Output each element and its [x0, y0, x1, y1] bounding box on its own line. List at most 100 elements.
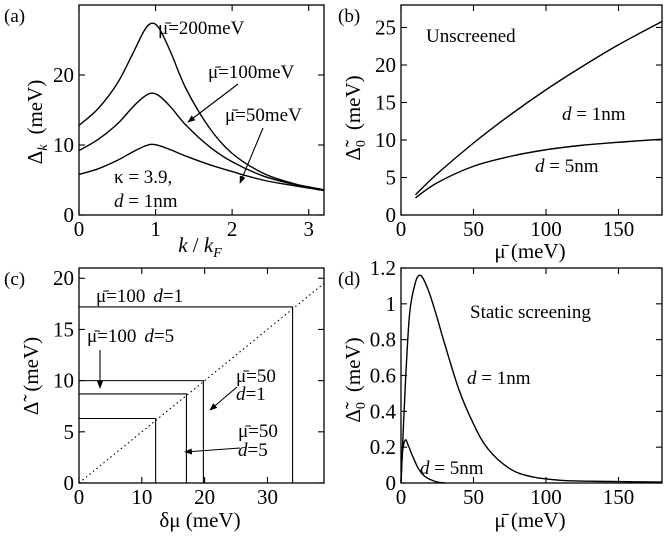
x-tick-label: 150 [603, 217, 635, 241]
y-tick-label: 1 [386, 292, 397, 316]
y-tick-label: 10 [53, 133, 74, 157]
panel-d-series-label-1nm: d = 1nm [467, 368, 531, 389]
panel-a-d-label: d = 1nm [114, 191, 178, 212]
y-tick-label: 0.2 [370, 435, 396, 459]
panel-a-arrow-100 [187, 83, 239, 123]
x-tick-label: 1 [150, 217, 161, 241]
panel-d-curves [400, 274, 663, 484]
y-tick-label: 10 [375, 128, 396, 152]
y-tick-label: 20 [53, 266, 74, 290]
gap-guide [79, 306, 294, 483]
panel-d: (d) Static screening 0 50 100 150 0 0.2 0.4 0.6… [338, 256, 663, 532]
svg-text:Δ̃0(meV): Δ̃0(meV) [341, 75, 369, 160]
y-tick-label: 20 [53, 63, 74, 87]
panel-c-annotation-50-d5: d=5 [238, 440, 268, 461]
panel-a-xlabel: k / kF [178, 233, 222, 261]
panel-a-arrow-50 [239, 127, 264, 184]
panel-b-label: (b) [338, 6, 360, 27]
x-tick-label: 10 [131, 485, 152, 509]
svg-text:Δ̃0(meV): Δ̃0(meV) [341, 337, 369, 422]
x-tick-label: 20 [194, 485, 215, 509]
gap-guide [79, 417, 157, 483]
panel-b-frame [400, 4, 663, 216]
panel-a-label: (a) [4, 6, 25, 27]
panel-d-frame [400, 267, 663, 484]
panel-a-kappa: κ = 3.9, [114, 167, 172, 188]
panel-c-annotation-50-mu-a: μ̄=50 [236, 366, 276, 387]
panel-a-annotation-50: μ̄=50meV [225, 105, 302, 126]
panel-b-series-label-1nm: d = 1nm [562, 104, 626, 125]
y-tick-label: 25 [375, 16, 396, 40]
y-tick-label: 1.2 [370, 256, 396, 280]
y-tick-label: 15 [375, 91, 396, 115]
series-line [78, 22, 325, 191]
panel-c-annotation-100-d1: μ̄=100 d=1 [96, 286, 183, 307]
x-tick-label: 50 [463, 217, 484, 241]
panel-c-annotation-50-mu-b: μ̄=50 [238, 421, 278, 442]
panel-a-ylabel-unit: (meV) [23, 80, 47, 135]
y-tick-label: 0.8 [370, 328, 396, 352]
reference-line [78, 282, 325, 484]
y-tick-label: 0 [64, 471, 75, 495]
x-tick-label: 3 [303, 217, 314, 241]
svg-text:Δk(meV): Δk (meV) [23, 80, 51, 165]
panel-c: (c) 0 10 20 30 0 5 10 15 20 Δ̃(meV) δμ (meV) μ̄=… [4, 266, 325, 532]
y-tick-label: 0 [386, 471, 397, 495]
series-line [400, 439, 445, 484]
panel-c-annotation-100-d5: μ̄=100 d=5 [87, 326, 174, 347]
x-tick-label: 150 [603, 485, 635, 509]
series-line [78, 143, 325, 192]
panel-a-ylabel: Δk (meV) [23, 80, 51, 165]
panel-c-label: (c) [4, 269, 25, 290]
x-tick-label: 100 [530, 217, 562, 241]
x-tick-label: 100 [530, 485, 562, 509]
panel-b: (b) Unscreened 0 50 100 150 0 5 10 15 20 25 Δ̃0(m… [338, 4, 663, 263]
panel-d-ylabel: Δ̃0(meV) [341, 337, 369, 422]
y-tick-label: 20 [375, 53, 396, 77]
panel-a-annotation-100: μ̄=100meV [208, 62, 295, 83]
y-tick-label: 15 [53, 317, 74, 341]
panel-c-ylabel: Δ̃(meV) [19, 337, 43, 415]
gap-guide [79, 380, 204, 483]
x-tick-label: 0 [74, 485, 85, 509]
panel-a-ylabel-sub: k [36, 144, 51, 151]
x-tick-label: 0 [396, 217, 407, 241]
panel-d-label: (d) [338, 269, 360, 290]
y-tick-label: 0 [64, 203, 75, 227]
panel-c-ticks: 0 10 20 30 0 5 10 15 20 [53, 266, 324, 509]
panel-b-curves [415, 20, 663, 199]
panel-a-ylabel-main: Δ [23, 151, 47, 165]
panel-b-title: Unscreened [426, 26, 516, 47]
y-tick-label: 0.6 [370, 364, 396, 388]
x-tick-label: 2 [227, 217, 238, 241]
panel-a-frame [78, 4, 325, 216]
series-line [78, 92, 325, 191]
panel-b-xlabel: μ̄ (meV) [494, 239, 565, 263]
panel-c-arrow-50-d5 [184, 447, 241, 455]
panel-a: (a) 0 1 2 3 0 10 20 Δk (meV) k / kF μ̄=200meV μ… [4, 4, 325, 261]
panel-c-curves [78, 282, 325, 484]
series-line [415, 138, 663, 199]
panel-c-annotation-50-d1: d=1 [236, 384, 266, 405]
y-tick-label: 10 [53, 369, 74, 393]
panel-b-ylabel: Δ̃0(meV) [341, 75, 369, 160]
y-tick-label: 5 [386, 166, 397, 190]
svg-text:Δ̃(meV): Δ̃(meV) [19, 337, 43, 415]
x-tick-label: 30 [257, 485, 278, 509]
x-tick-label: 50 [463, 485, 484, 509]
panel-c-arrow-50-d1 [209, 386, 238, 411]
x-tick-label: 0 [396, 485, 407, 509]
panel-d-title: Static screening [470, 302, 591, 323]
panel-b-series-label-5nm: d = 5nm [535, 156, 599, 177]
panel-d-series-label-5nm: d = 5nm [420, 458, 484, 479]
panel-c-frame [78, 267, 325, 484]
panel-a-curves [78, 22, 325, 192]
gap-guide [79, 393, 187, 483]
series-line [415, 20, 663, 196]
y-tick-label: 0.4 [370, 399, 397, 423]
y-tick-label: 0 [386, 203, 397, 227]
x-tick-label: 0 [74, 217, 85, 241]
panel-c-xlabel: δμ (meV) [159, 508, 240, 532]
panel-a-annotation-200: μ̄=200meV [158, 18, 245, 39]
panel-b-ticks: 0 50 100 150 0 5 10 15 20 25 [375, 5, 662, 241]
